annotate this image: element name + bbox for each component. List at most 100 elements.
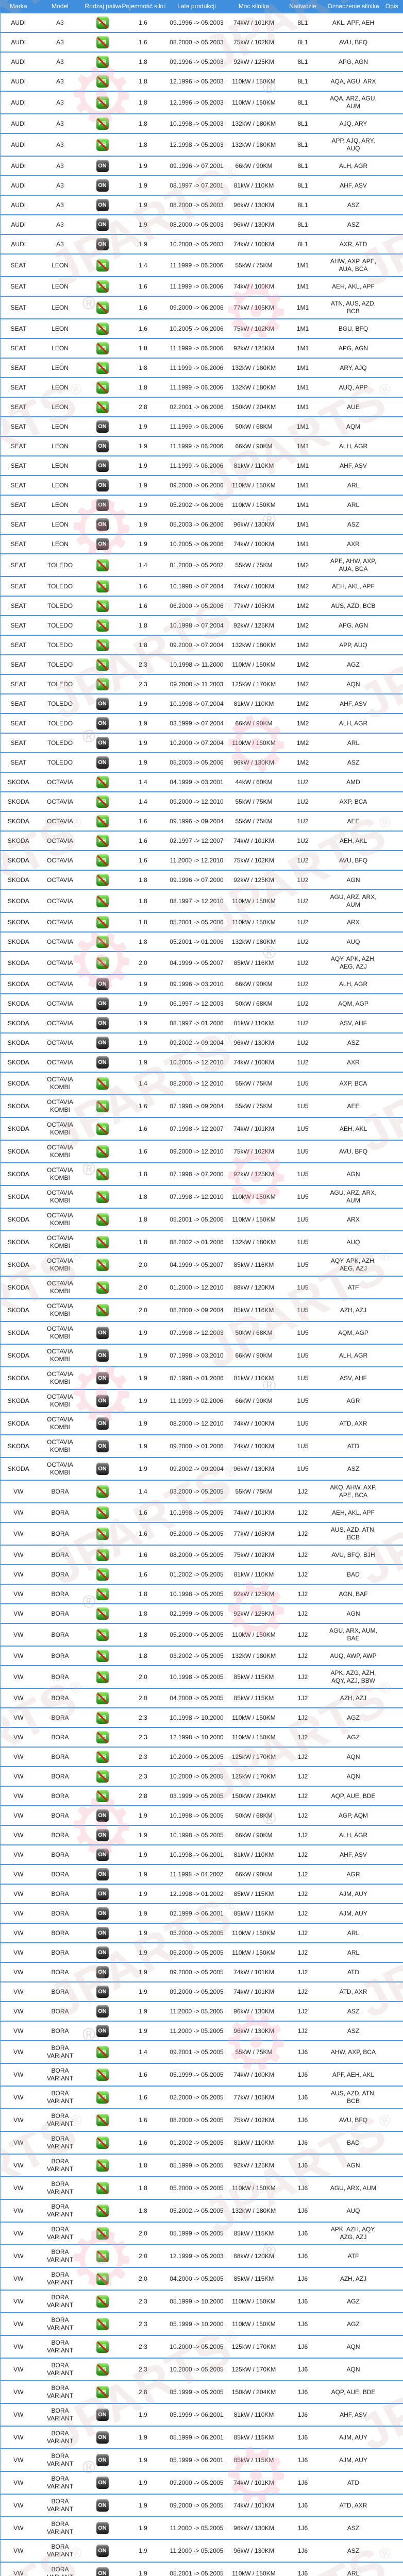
petrol-fuel-icon: PB [96, 16, 109, 29]
engine-codes-cell: ATD [326, 2471, 381, 2494]
description-cell [380, 1276, 403, 1299]
description-cell [380, 2176, 403, 2199]
table-row: VW BORA VARIANT PB 2.3 05.1999 -> 10.200… [0, 2312, 403, 2335]
brand-cell: VW [0, 1623, 37, 1646]
power-cell: 110kW / 150KM [228, 2312, 280, 2335]
body-cell: 8L1 [279, 12, 326, 32]
engine-codes-cell: AEH, AKL [326, 1117, 381, 1140]
capacity-cell: 1.9 [121, 1805, 165, 1825]
fuel-cell: PB [83, 615, 121, 635]
body-cell: 1J2 [279, 1665, 326, 1688]
model-cell: BORA [36, 1884, 84, 1904]
power-cell: 110kW / 150KM [228, 1727, 280, 1747]
body-cell: 1M1 [279, 338, 326, 358]
brand-cell: VW [0, 2494, 37, 2517]
power-cell: 96kW / 130KM [228, 2021, 280, 2041]
model-cell: BORA VARIANT [36, 2199, 84, 2222]
body-cell: 1U5 [279, 1366, 326, 1389]
fuel-cell: PB [83, 1623, 121, 1646]
engine-codes-cell: AQM [326, 416, 381, 436]
description-cell [380, 553, 403, 577]
description-cell [380, 1603, 403, 1623]
power-cell: 77kW / 105KM [228, 2086, 280, 2109]
petrol-fuel-icon: PB [96, 916, 109, 928]
model-cell: BORA VARIANT [36, 2222, 84, 2245]
power-cell: 92kW / 125KM [228, 1584, 280, 1604]
engine-codes-cell: APG, AGN [326, 52, 381, 72]
fuel-cell: PB [83, 1185, 121, 1208]
description-cell [380, 475, 403, 495]
petrol-fuel-icon: PB [96, 117, 109, 130]
description-cell [380, 436, 403, 456]
petrol-fuel-icon: PB [96, 36, 109, 48]
fuel-cell: PB [83, 2222, 121, 2245]
diesel-fuel-icon: ON [96, 1809, 109, 1822]
power-cell: 77kW / 105KM [228, 596, 280, 616]
body-cell: 1M1 [279, 377, 326, 397]
description-cell [380, 2063, 403, 2086]
body-cell: 1U5 [279, 1298, 326, 1321]
brand-cell: AUDI [0, 175, 37, 195]
table-row: SEAT LEON PB 1.6 09.2000 -> 06.2006 77kW… [0, 296, 403, 319]
capacity-cell: 2.3 [121, 654, 165, 674]
engine-codes-cell: ARL [326, 475, 381, 495]
petrol-fuel-icon: PB [96, 301, 109, 314]
fuel-cell: PB [83, 1646, 121, 1666]
model-cell: BORA VARIANT [36, 2040, 84, 2063]
model-cell: OCTAVIA [36, 993, 84, 1013]
power-cell: 85kW / 115KM [228, 2426, 280, 2449]
table-row: VW BORA ON 1.9 09.2000 -> 05.2005 74kW /… [0, 1981, 403, 2002]
body-cell: 1U2 [279, 931, 326, 952]
capacity-cell: 1.8 [121, 377, 165, 397]
years-cell: 04.2000 -> 05.2005 [165, 1688, 228, 1708]
engine-codes-cell: AQA, AGU, ARX [326, 71, 381, 91]
power-cell: 132kW / 180KM [228, 931, 280, 952]
years-cell: 11.1999 -> 06.2006 [165, 455, 228, 476]
fuel-cell: ON [83, 1962, 121, 1982]
years-cell: 08.2000 -> 05.2005 [165, 1545, 228, 1565]
brand-cell: VW [0, 2063, 37, 2086]
capacity-cell: 1.9 [121, 1884, 165, 1904]
engine-codes-cell: APG, AGN [326, 338, 381, 358]
engine-codes-cell: ALH, AGR [326, 1344, 381, 1367]
power-cell: 55kW / 75KM [228, 791, 280, 811]
power-cell: 77kW / 105KM [228, 296, 280, 319]
years-cell: 10.1998 -> 10.2000 [165, 1707, 228, 1727]
table-row: SKODA OCTAVIA ON 1.9 09.1996 -> 03.2010 … [0, 974, 403, 994]
model-cell: LEON [36, 416, 84, 436]
table-row: VW BORA VARIANT PB 2.0 05.1999 -> 05.200… [0, 2222, 403, 2245]
engine-codes-cell: AGN [326, 2154, 381, 2177]
capacity-cell: 1.9 [121, 1844, 165, 1865]
engine-codes-cell: AQN [326, 674, 381, 694]
table-row: SKODA OCTAVIA PB 1.4 09.2000 -> 12.2010 … [0, 791, 403, 811]
table-row: VW BORA PB 1.8 10.1998 -> 05.2005 92kW /… [0, 1584, 403, 1604]
body-cell: 1J2 [279, 1844, 326, 1865]
col-header-description: Opis [380, 0, 403, 13]
table-row: SEAT LEON ON 1.9 09.2000 -> 06.2006 110k… [0, 475, 403, 495]
engine-codes-cell: AGZ [326, 1727, 381, 1747]
fuel-cell: PB [83, 2199, 121, 2222]
body-cell: 1J2 [279, 1766, 326, 1786]
power-cell: 50kW / 68KM [228, 416, 280, 436]
petrol-fuel-icon: PB [96, 1731, 109, 1743]
body-cell: 1J6 [279, 2358, 326, 2381]
fuel-cell: ON [83, 436, 121, 456]
diesel-fuel-icon: ON [96, 2545, 109, 2557]
table-row: VW BORA PB 1.8 03.2002 -> 05.2005 132kW … [0, 1646, 403, 1666]
brand-cell: VW [0, 2040, 37, 2063]
body-cell: 8L1 [279, 214, 326, 234]
engine-codes-cell: ASZ [326, 195, 381, 215]
years-cell: 05.1999 -> 06.2001 [165, 2426, 228, 2449]
years-cell: 12.1999 -> 05.2003 [165, 2244, 228, 2267]
petrol-fuel-icon: PB [96, 776, 109, 788]
capacity-cell: 1.9 [121, 1321, 165, 1344]
capacity-cell: 1.9 [121, 175, 165, 195]
fuel-cell: ON [83, 234, 121, 254]
model-cell: BORA VARIANT [36, 2086, 84, 2109]
diesel-fuel-icon: ON [96, 2522, 109, 2534]
body-cell: 1J6 [279, 2290, 326, 2313]
body-cell: 1M2 [279, 674, 326, 694]
capacity-cell: 1.9 [121, 1825, 165, 1845]
capacity-cell: 2.3 [121, 2290, 165, 2313]
brand-cell: VW [0, 1981, 37, 2002]
